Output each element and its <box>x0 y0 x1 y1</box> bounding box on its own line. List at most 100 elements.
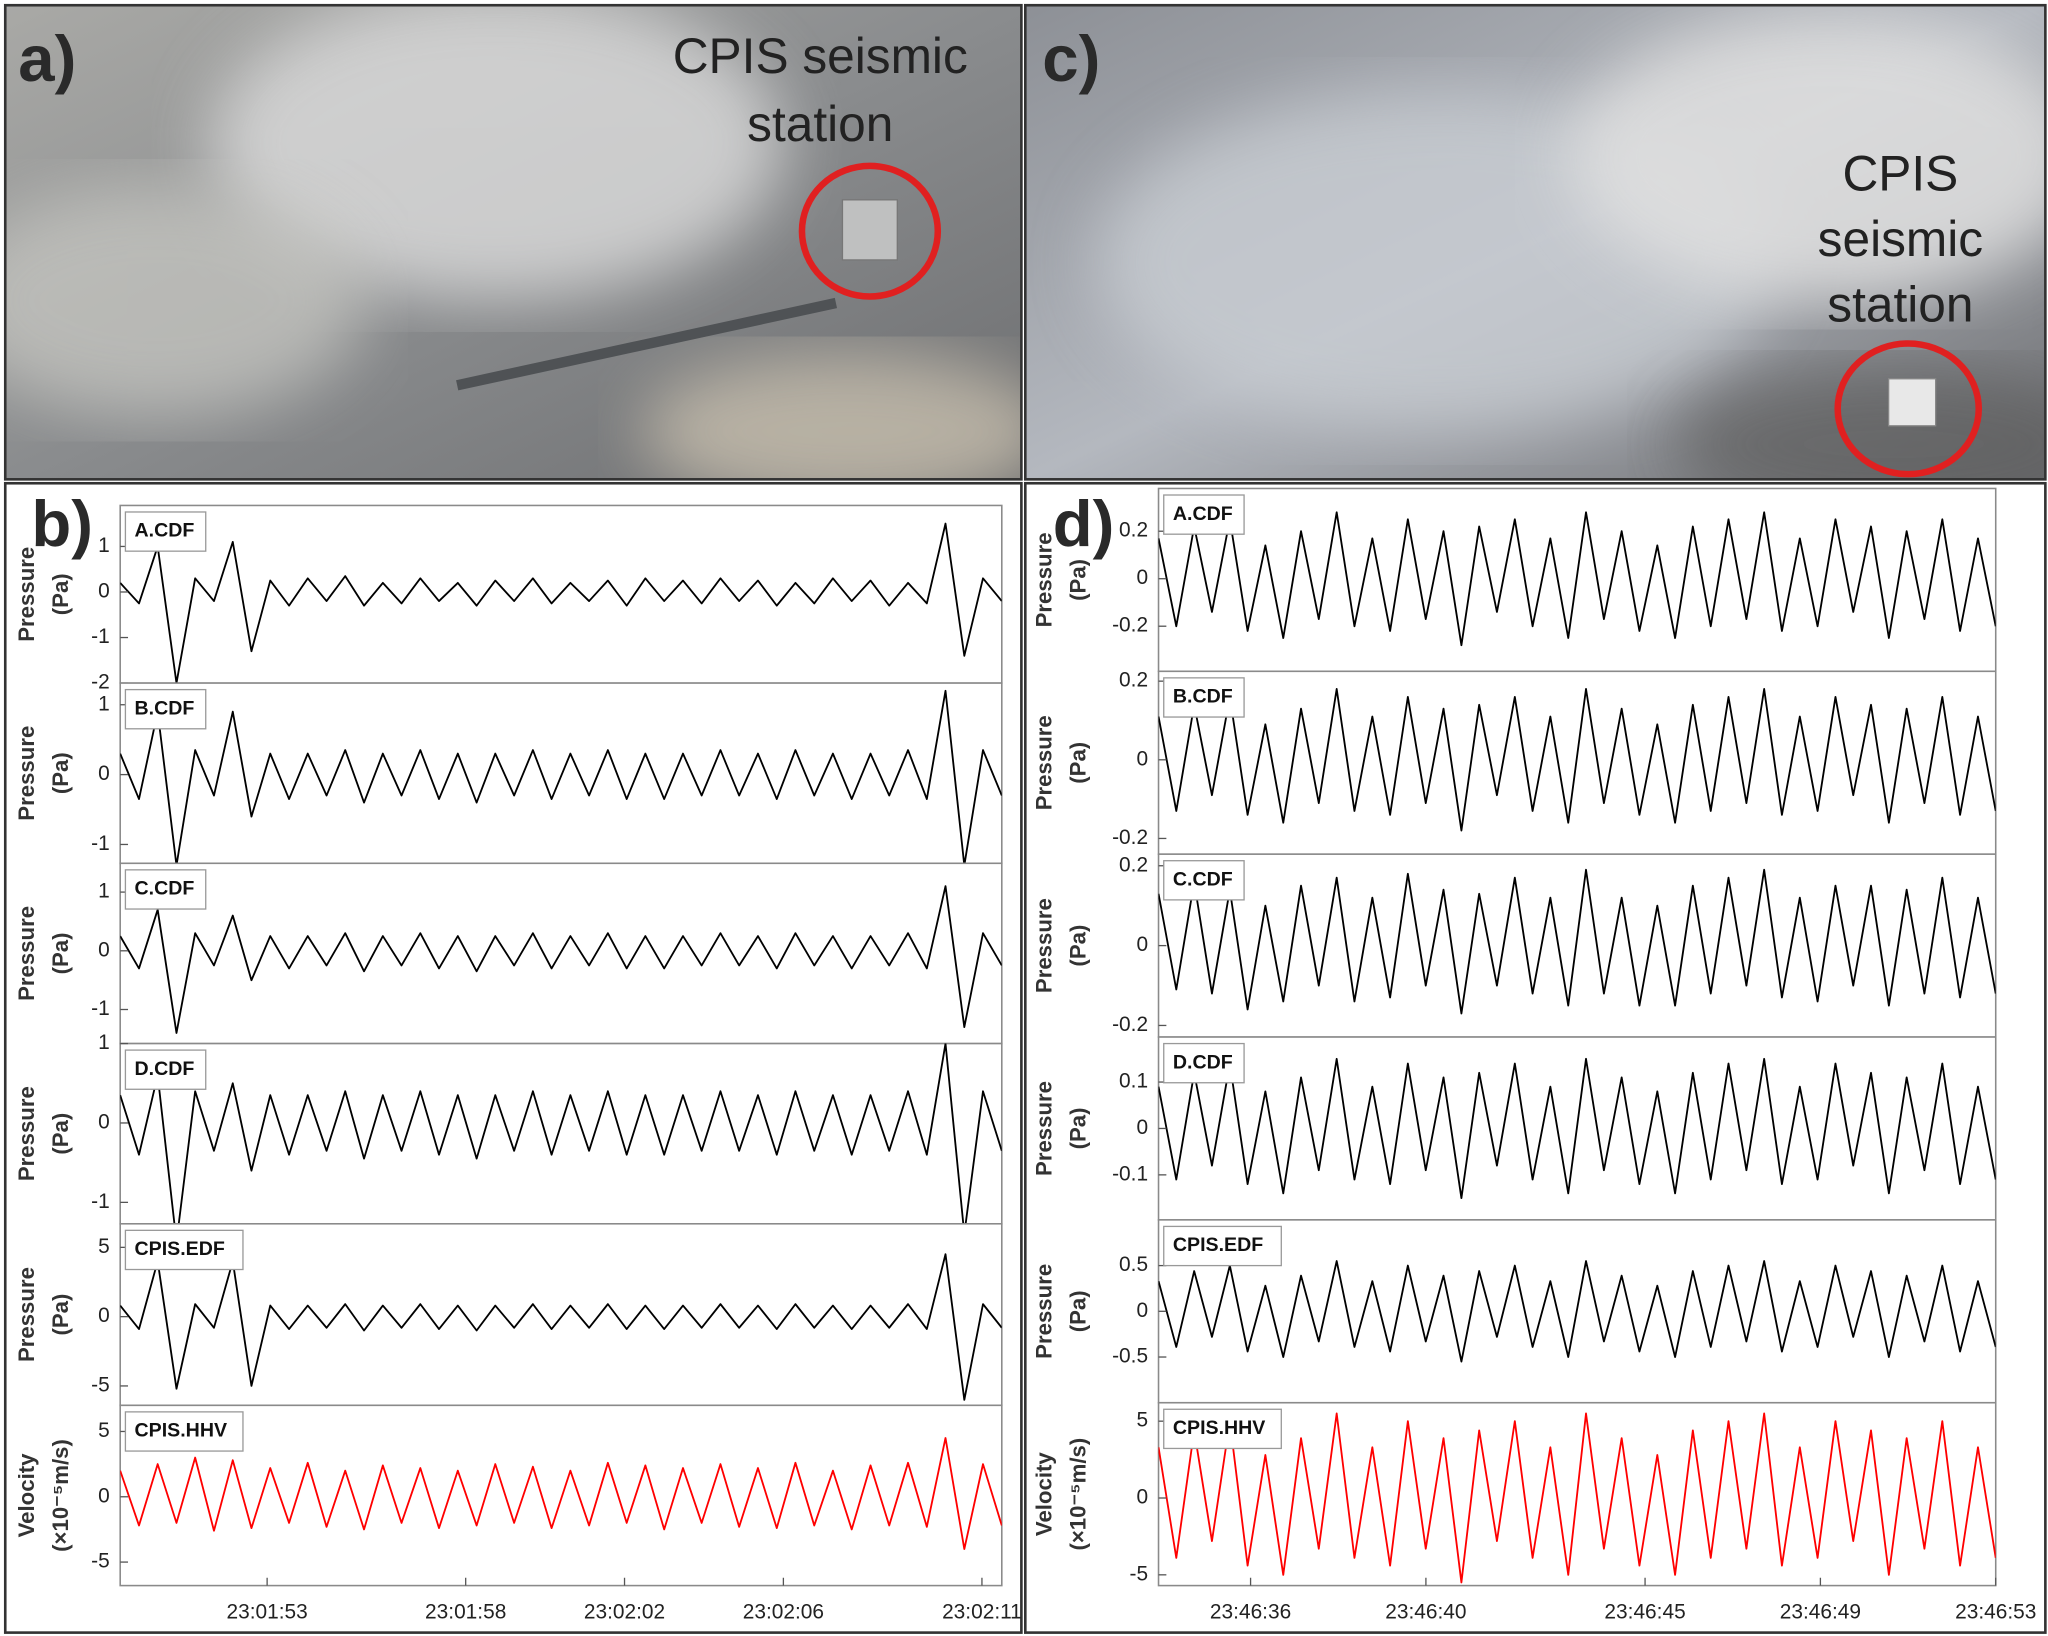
y-axis-label: Pressure <box>14 726 39 821</box>
station-label-box <box>124 511 207 552</box>
y-tick-label: 0 <box>1136 1299 1148 1322</box>
y-axis-label: Pressure <box>1031 1264 1056 1359</box>
y-axis-label: Pressure <box>14 1086 39 1181</box>
waveform <box>120 522 1002 684</box>
caption-line: station <box>747 96 893 152</box>
y-axis-label: (Pa) <box>1065 1290 1090 1332</box>
station-label-box <box>1163 494 1245 535</box>
y-tick-label: 0 <box>1136 933 1148 956</box>
y-tick-label: -5 <box>91 1373 110 1396</box>
x-tick-label: 23:46:45 <box>1604 1601 1685 1624</box>
station-label-box <box>1163 1225 1282 1267</box>
y-axis-label: (Pa) <box>48 752 73 794</box>
station-label: CPIS.EDF <box>135 1238 225 1260</box>
waveform <box>1158 1260 1996 1363</box>
station-label-box <box>124 869 207 910</box>
y-tick-label: 0.5 <box>1119 1253 1148 1276</box>
x-tick-label: 23:01:58 <box>425 1601 506 1624</box>
station-label: D.CDF <box>1173 1051 1233 1073</box>
x-tick-label: 23:46:53 <box>1955 1601 2036 1624</box>
y-tick-label: 5 <box>1136 1409 1148 1432</box>
station-label: CPIS.HHV <box>135 1420 227 1442</box>
y-tick-label: 1 <box>98 692 110 715</box>
waveform <box>1158 1057 1996 1199</box>
y-tick-label: 0 <box>1136 1486 1148 1509</box>
y-axis-label: (×10⁻⁵m/s) <box>48 1439 73 1552</box>
station-label-box <box>124 1049 207 1090</box>
caption-line: seismic <box>1818 211 1983 267</box>
station-label-box <box>124 1411 244 1452</box>
station-label: A.CDF <box>1173 503 1233 525</box>
station-label: B.CDF <box>1173 686 1233 708</box>
waveform <box>120 1253 1002 1401</box>
y-tick-label: 1 <box>98 534 110 557</box>
y-tick-label: 0 <box>98 1304 110 1327</box>
waveform <box>1158 868 1996 1015</box>
photo-frame <box>1024 3 2047 481</box>
waveform <box>120 885 1002 1034</box>
y-axis-label: (Pa) <box>48 1113 73 1155</box>
y-tick-label: -2 <box>91 671 110 694</box>
station-label-box <box>1163 677 1245 718</box>
y-tick-label: -0.2 <box>1112 614 1148 637</box>
panel-frame <box>3 481 1023 1634</box>
station-label: D.CDF <box>135 1058 195 1080</box>
station-label-box <box>1163 1042 1245 1084</box>
x-tick-label: 23:01:53 <box>226 1601 307 1624</box>
y-tick-label: -0.5 <box>1112 1345 1148 1368</box>
y-tick-label: 1 <box>98 880 110 903</box>
panel-label: a) <box>18 22 76 95</box>
photo-c <box>1025 5 2046 480</box>
station-label: CPIS.HHV <box>1173 1417 1265 1439</box>
x-tick-label: 23:02:11 <box>942 1601 1022 1624</box>
x-tick-label: 23:02:02 <box>584 1601 665 1624</box>
waveform <box>1158 1412 1996 1584</box>
waveform <box>1158 511 1996 647</box>
waveform <box>120 1437 1002 1550</box>
y-tick-label: -1 <box>91 997 110 1020</box>
x-tick-label: 23:46:36 <box>1210 1601 1291 1624</box>
y-tick-label: -1 <box>91 625 110 648</box>
panel-label: b) <box>31 487 93 560</box>
station-label: A.CDF <box>135 520 195 542</box>
x-tick-label: 23:46:49 <box>1780 1601 1861 1624</box>
y-tick-label: 0 <box>98 1110 110 1133</box>
x-tick-label: 23:02:06 <box>743 1601 824 1624</box>
photo-frame <box>3 3 1023 481</box>
y-axis-label: (Pa) <box>1065 925 1090 967</box>
y-tick-label: 0 <box>98 938 110 961</box>
caption-line: station <box>1827 276 1973 332</box>
y-tick-label: -0.1 <box>1112 1162 1148 1185</box>
caption-line: CPIS seismic <box>673 28 968 84</box>
y-axis-label: Pressure <box>1031 898 1056 993</box>
waveform <box>120 1043 1002 1224</box>
y-tick-label: 0 <box>98 762 110 785</box>
y-axis-label: Pressure <box>1031 1081 1056 1176</box>
station-label-box <box>124 1229 244 1271</box>
y-axis-label: (Pa) <box>48 573 73 615</box>
y-axis-label: (Pa) <box>1065 1107 1090 1149</box>
station-label-box <box>1163 1408 1282 1450</box>
y-tick-label: 0.2 <box>1119 853 1148 876</box>
y-axis-label: (Pa) <box>1065 742 1090 784</box>
y-axis-label: Velocity <box>1031 1452 1056 1537</box>
panel-frame <box>1024 481 2047 1634</box>
station-label: CPIS.EDF <box>1173 1234 1263 1256</box>
y-tick-label: 0.2 <box>1119 669 1148 692</box>
y-tick-label: -1 <box>91 832 110 855</box>
panel-label: d) <box>1053 487 1115 560</box>
y-tick-label: 0.2 <box>1119 519 1148 542</box>
waveform <box>1158 688 1996 832</box>
y-axis-label: Pressure <box>1031 532 1056 627</box>
y-tick-label: 0 <box>98 1484 110 1507</box>
y-tick-label: -1 <box>91 1190 110 1213</box>
axes-box <box>119 1404 1003 1587</box>
y-tick-label: -5 <box>1130 1562 1149 1585</box>
y-tick-label: 0 <box>1136 1116 1148 1139</box>
station-label: C.CDF <box>135 878 195 900</box>
axes-box <box>1157 853 1997 1038</box>
y-axis-label: (Pa) <box>1065 559 1090 601</box>
y-axis-label: Pressure <box>14 906 39 1001</box>
y-axis-label: Pressure <box>14 547 39 642</box>
